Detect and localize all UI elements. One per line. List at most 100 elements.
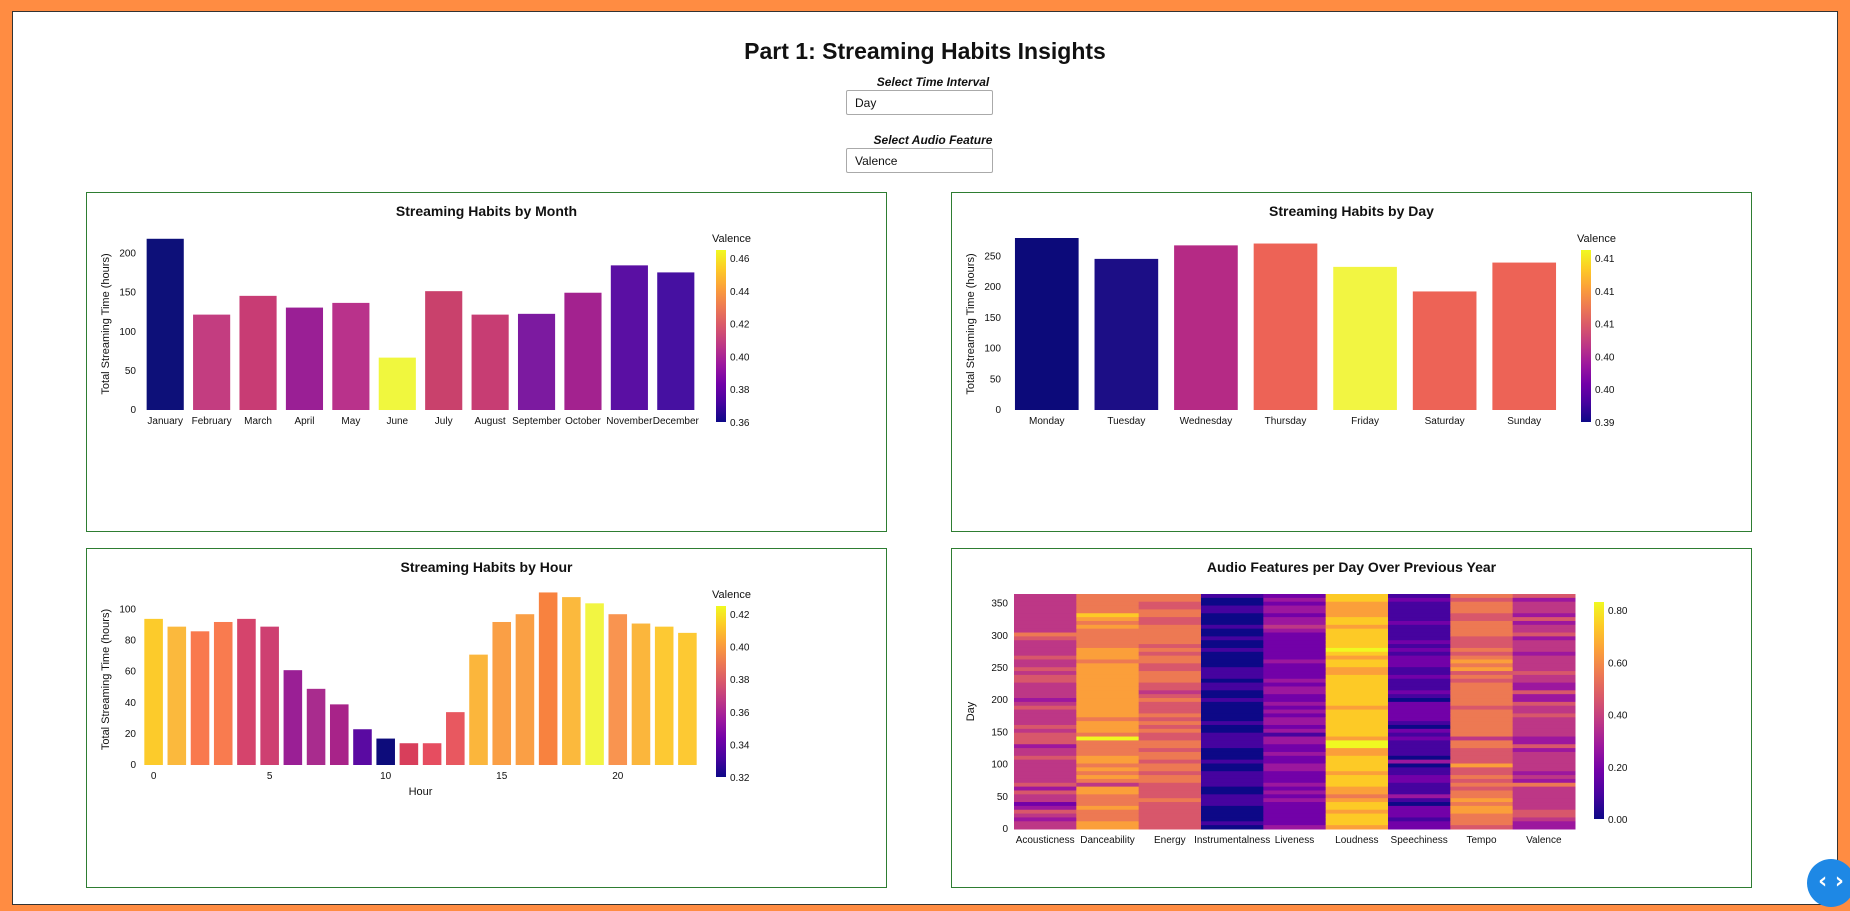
heatmap-cell [1076,690,1140,695]
heatmap-cell [1263,647,1327,653]
page-title: Part 1: Streaming Habits Insights [744,38,1106,64]
colorbar-tick-label: 0.41 [1595,320,1615,331]
heatmap-cell [1014,778,1077,784]
heatmap-cell [1138,620,1202,626]
heatmap-cell [1450,601,1514,607]
heatmap-cell [1263,628,1327,634]
heatmap-cell [1263,786,1327,791]
heatmap-cell [1325,674,1389,680]
heatmap-cell [1388,821,1451,826]
heatmap-cell [1450,713,1514,718]
heatmap-cell [1388,736,1451,741]
heatmap-cell [1325,694,1389,699]
heatmap-cell [1325,813,1389,818]
heatmap-cell [1263,782,1327,788]
heatmap-cell [1263,813,1327,818]
heatmap-cell [1138,782,1202,788]
heatmap-cell [1076,786,1140,791]
colorbar-tick-label: 0.40 [1595,352,1615,363]
heatmap-cell [1014,732,1077,738]
heatmap-cell [1201,767,1264,772]
heatmap-cell [1138,655,1202,660]
colorbar-tick-label: 0.36 [730,708,750,719]
heatmap-cell [1263,744,1327,749]
heatmap-cell [1014,748,1077,753]
heatmap-cell [1201,698,1264,703]
heatmap-cell [1201,605,1264,610]
heatmap-cell [1450,597,1514,603]
heatmap-cell [1263,751,1327,757]
audio-feature-dropdown[interactable]: Valence [846,148,993,173]
heatmap-cell [1263,717,1327,722]
heatmap-cell [1450,674,1514,680]
heatmap-cell [1138,597,1202,603]
x-tick-label: October [565,416,601,427]
heatmap-cell [1263,775,1327,780]
heatmap-cell [1014,698,1077,703]
heatmap-cell [1014,755,1077,761]
heatmap-cell [1201,732,1264,738]
heatmap-cell [1450,767,1514,772]
hour-chart-panel: Streaming Habits by Hour 0 20 40 60 80 100 Tot… [86,548,887,888]
heatmap-cell [1450,636,1514,641]
heatmap-cell [1076,748,1140,753]
dashboard-frame: Part 1: Streaming Habits Insights Select… [12,11,1838,905]
heatmap-cell [1450,813,1514,818]
bar-may [332,302,370,410]
heatmap-cell [1014,713,1077,718]
heatmap-cell [1450,736,1514,741]
heatmap-cell [1138,636,1202,641]
heatmap-cell [1263,728,1327,734]
heatmap-cell [1512,690,1576,695]
bar-22 [654,626,674,765]
bar-14 [469,654,488,765]
heatmap-cell [1263,736,1327,741]
heatmap-cell [1201,601,1264,607]
x-tick-label: June [386,416,408,427]
heatmap-cell [1450,663,1514,668]
heatmap-cell [1325,628,1389,634]
x-tick-label: Speechiness [1391,835,1448,846]
heatmap-cell [1138,755,1202,761]
time-interval-dropdown[interactable]: Day [846,90,993,115]
heatmap-cell [1138,763,1202,768]
heatmap-cell [1512,771,1576,776]
heatmap-cell [1512,794,1576,799]
heatmap-cell [1138,717,1202,722]
heatmap-cell [1512,759,1576,765]
heatmap-cell [1512,686,1576,691]
bar-january [146,238,184,410]
y-tick-label: 0 [995,405,1001,416]
heatmap-cell [1388,644,1451,649]
heatmap-cell [1201,821,1264,826]
heatmap-cell [1201,721,1264,726]
heatmap-cell [1325,732,1389,738]
x-tick-label: 5 [267,771,273,782]
heatmap-cell [1138,594,1202,599]
heatmap-cell [1388,659,1451,664]
heatmap-cell [1450,802,1514,807]
heatmap-cell [1512,709,1576,714]
x-tick-label: Wednesday [1180,416,1233,427]
heatmap-cell [1014,705,1077,711]
code-arrows-icon[interactable]: ‹ › [1807,859,1850,907]
heatmap-cell [1014,609,1077,614]
heatmap-cell [1325,655,1389,660]
heatmap-cell [1512,640,1576,645]
heatmap-cell [1325,748,1389,753]
heatmap-cell [1263,663,1327,668]
colorbar-tick-label: 0.41 [1595,287,1615,298]
heatmap-cell [1388,755,1451,761]
heatmap-cell [1076,613,1140,618]
heatmap-cell [1076,794,1140,799]
heatmap-cell [1512,647,1576,653]
heatmap-cell [1263,609,1327,614]
y-tick-label: 350 [991,599,1008,610]
heatmap-cell [1450,744,1514,749]
heatmap-cell [1138,701,1202,707]
x-tick-label: Tuesday [1107,416,1145,427]
heatmap-cell [1512,671,1576,676]
heatmap-cell [1014,744,1077,749]
heatmap-cell [1138,744,1202,749]
heatmap-cell [1512,825,1576,830]
